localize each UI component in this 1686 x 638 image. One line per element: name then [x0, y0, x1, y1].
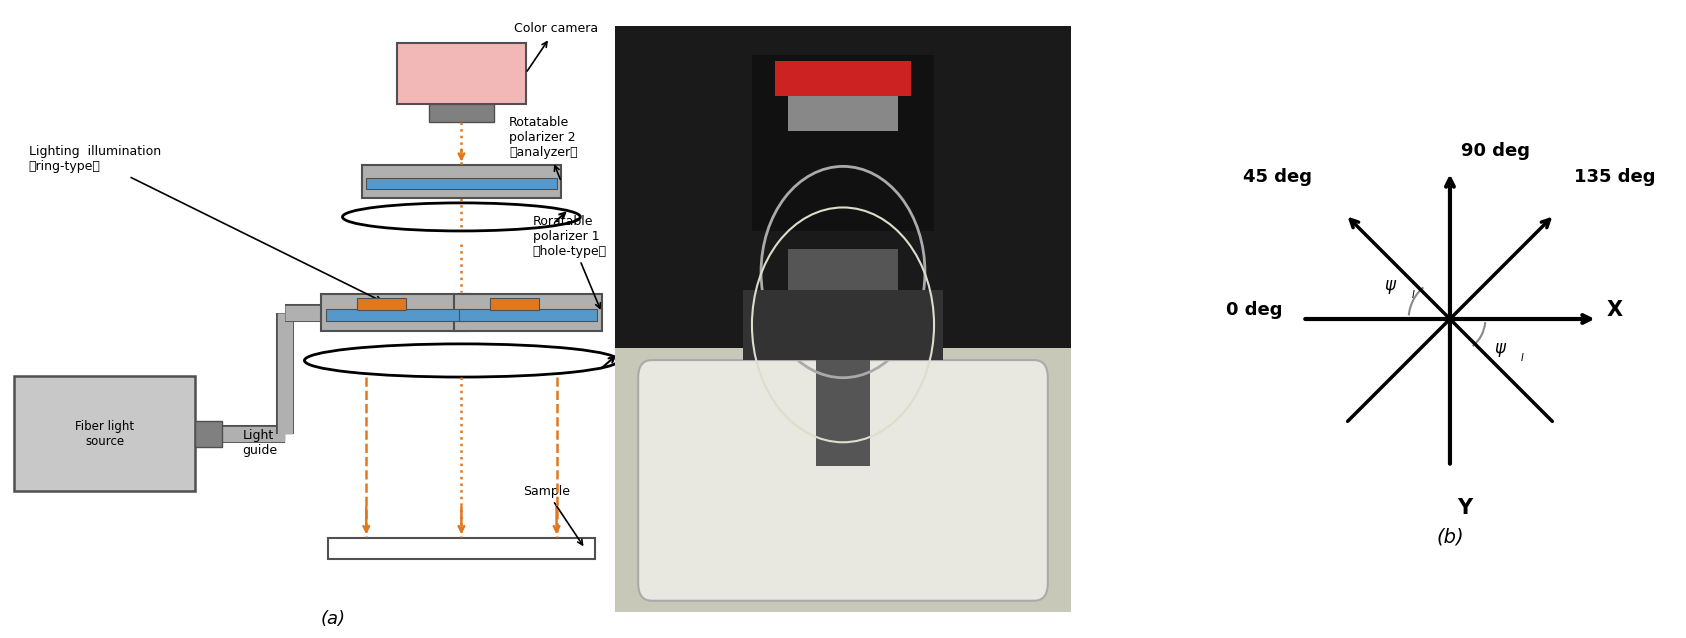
Bar [789, 249, 897, 295]
Bar [430, 103, 494, 121]
Text: (b): (b) [1436, 528, 1463, 547]
Bar [357, 298, 406, 310]
Bar [744, 290, 942, 360]
Text: Fiber light
source: Fiber light source [76, 420, 135, 448]
Bar [752, 55, 934, 231]
Bar [13, 376, 196, 491]
Text: $\psi$: $\psi$ [1384, 278, 1398, 295]
Text: Lighting  illumination
（ring-type）: Lighting illumination （ring-type） [29, 145, 381, 301]
Bar [325, 309, 464, 321]
Bar [398, 43, 526, 103]
Bar [329, 538, 595, 559]
Text: Rotatable
polarizer 2
（analyzer）: Rotatable polarizer 2 （analyzer） [509, 115, 578, 179]
Text: Y: Y [1457, 498, 1472, 518]
Bar [361, 165, 561, 198]
Text: 0 deg: 0 deg [1226, 301, 1283, 319]
Text: 135 deg: 135 deg [1575, 168, 1656, 186]
Bar [366, 178, 556, 189]
Text: Color camera: Color camera [514, 22, 599, 71]
Bar [454, 294, 602, 331]
Text: Light
guide: Light guide [243, 429, 278, 457]
Bar [789, 96, 897, 131]
Bar [615, 348, 1071, 612]
Bar [491, 298, 540, 310]
Bar [196, 421, 221, 447]
Text: Roratable
polarizer 1
（hole-type）: Roratable polarizer 1 （hole-type） [533, 214, 607, 308]
Text: 90 deg: 90 deg [1460, 142, 1529, 160]
Text: $\psi$: $\psi$ [1494, 341, 1507, 359]
Bar [816, 348, 870, 466]
Text: Sample: Sample [523, 485, 583, 545]
Bar [320, 294, 469, 331]
FancyBboxPatch shape [637, 360, 1049, 601]
Text: 45 deg: 45 deg [1244, 168, 1312, 186]
Text: $_{I}$: $_{I}$ [1519, 350, 1524, 364]
Bar [615, 26, 1071, 348]
Bar [459, 309, 597, 321]
Text: $_{I}$: $_{I}$ [1411, 287, 1416, 301]
Text: X: X [1607, 300, 1622, 320]
Text: (a): (a) [320, 610, 346, 628]
Bar [776, 61, 912, 96]
